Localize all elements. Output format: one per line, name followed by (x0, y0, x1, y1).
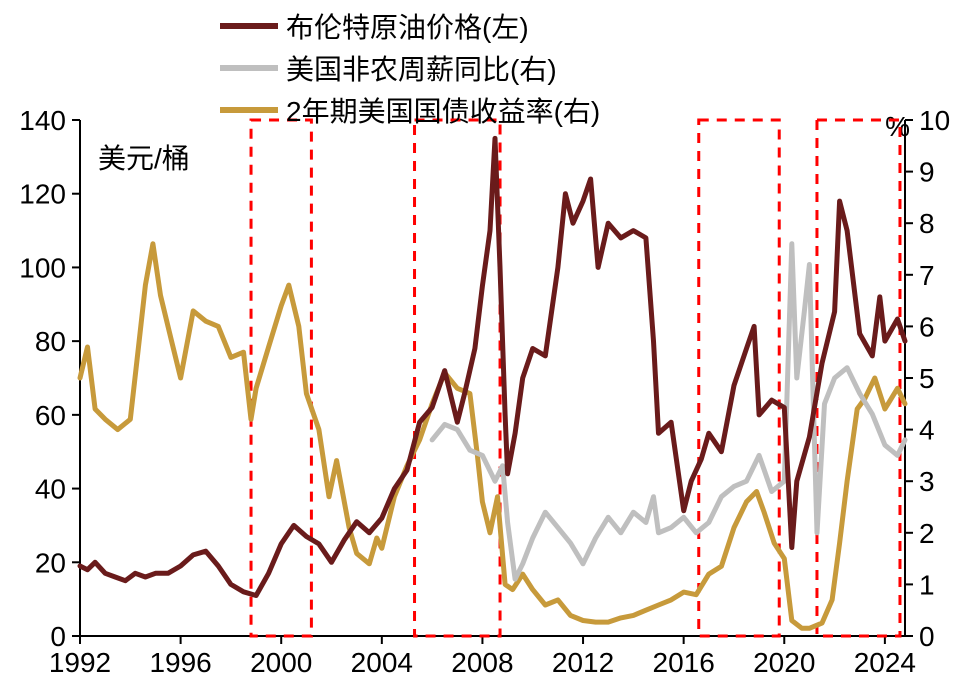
legend-swatch (220, 65, 278, 71)
x-tick-label: 2012 (552, 647, 614, 678)
x-tick-label: 2024 (854, 647, 916, 678)
right-tick-label: 4 (919, 415, 935, 446)
highlight-box (415, 120, 501, 636)
x-tick-label: 1992 (49, 647, 111, 678)
legend-item: 2年期美国国债收益率(右) (220, 90, 600, 130)
left-tick-label: 40 (35, 474, 66, 505)
x-tick-label: 2008 (451, 647, 513, 678)
series-ust-2y-yield (80, 244, 905, 629)
highlight-box (817, 120, 900, 636)
left-tick-label: 140 (19, 105, 66, 136)
right-tick-label: 6 (919, 311, 935, 342)
right-tick-label: 10 (919, 105, 950, 136)
right-tick-label: 0 (919, 621, 935, 652)
legend-item: 布伦特原油价格(左) (220, 6, 600, 46)
left-tick-label: 60 (35, 400, 66, 431)
x-tick-label: 2020 (753, 647, 815, 678)
left-tick-label: 120 (19, 179, 66, 210)
left-tick-label: 80 (35, 326, 66, 357)
right-tick-label: 7 (919, 260, 935, 291)
right-unit-label: % (885, 111, 910, 142)
legend-label: 2年期美国国债收益率(右) (286, 90, 600, 130)
right-tick-label: 3 (919, 466, 935, 497)
right-tick-label: 8 (919, 208, 935, 239)
legend-label: 美国非农周薪同比(右) (286, 48, 557, 88)
x-tick-label: 2016 (653, 647, 715, 678)
right-tick-label: 1 (919, 569, 935, 600)
legend-item: 美国非农周薪同比(右) (220, 48, 600, 88)
legend: 布伦特原油价格(左)美国非农周薪同比(右)2年期美国国债收益率(右) (220, 6, 600, 130)
x-tick-label: 2000 (250, 647, 312, 678)
chart-container: 布伦特原油价格(左)美国非农周薪同比(右)2年期美国国债收益率(右) 0 20 40… (0, 0, 961, 698)
legend-swatch (220, 23, 278, 29)
left-tick-label: 100 (19, 252, 66, 283)
x-tick-label: 1996 (149, 647, 211, 678)
legend-label: 布伦特原油价格(左) (286, 6, 529, 46)
left-unit-label: 美元/桶 (98, 143, 190, 174)
right-tick-label: 5 (919, 363, 935, 394)
left-tick-label: 20 (35, 547, 66, 578)
right-tick-label: 2 (919, 518, 935, 549)
legend-swatch (220, 107, 278, 113)
right-tick-label: 9 (919, 157, 935, 188)
x-tick-label: 2004 (351, 647, 413, 678)
